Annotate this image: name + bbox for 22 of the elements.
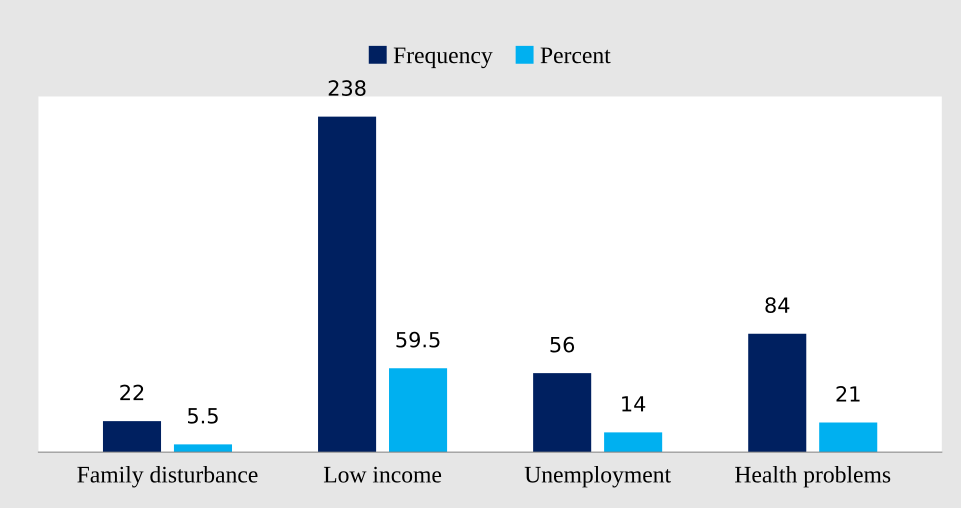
bar (533, 373, 592, 452)
data-label: 56 (550, 336, 574, 352)
data-label: 238 (328, 80, 366, 96)
x-tick-label: Unemployment (524, 466, 671, 488)
legend-label: Percent (540, 48, 611, 64)
bar (819, 422, 878, 452)
data-label: 5.5 (188, 408, 218, 424)
bar (102, 421, 162, 452)
data-label: 21 (836, 386, 860, 402)
bar (389, 368, 448, 452)
x-tick-label: Health problems (735, 466, 890, 488)
bar (748, 334, 806, 452)
x-tick-label: Low income (324, 466, 442, 483)
bar (174, 444, 232, 452)
legend-label: Frequency (394, 48, 493, 68)
data-label: 59.5 (396, 332, 440, 348)
data-label: 14 (622, 396, 646, 412)
x-tick-label: Family disturbance (77, 466, 258, 488)
bar (318, 116, 376, 452)
data-label: 22 (120, 384, 144, 400)
bar (604, 432, 662, 452)
data-label: 84 (765, 297, 790, 314)
